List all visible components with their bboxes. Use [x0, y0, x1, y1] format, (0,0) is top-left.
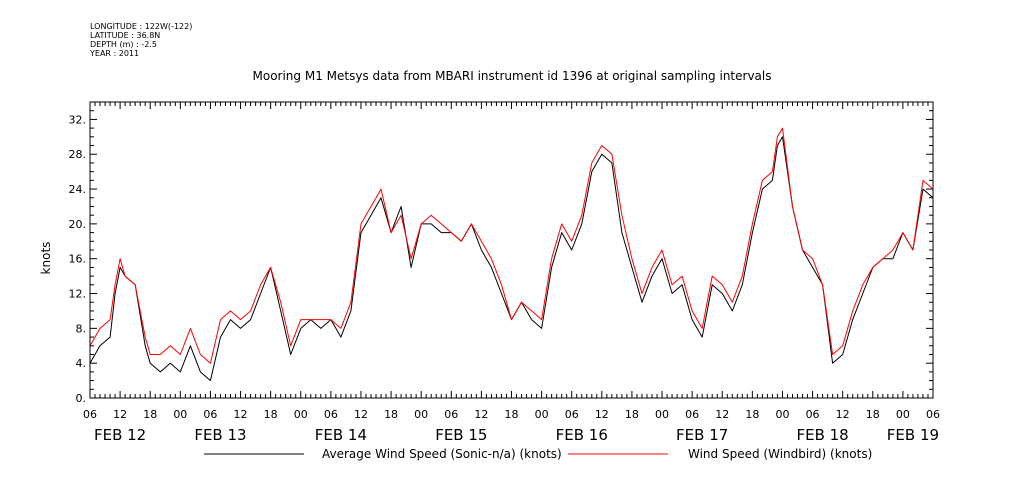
day-label: FEB 13: [194, 426, 246, 444]
y-tick-label: 4.: [76, 357, 87, 370]
legend-label-sonic: Average Wind Speed (Sonic-n/a) (knots): [322, 447, 562, 461]
x-tick-label: 12: [715, 408, 729, 421]
series-line-sonic: [89, 136, 934, 382]
chart-title: Mooring M1 Metsys data from MBARI instru…: [253, 69, 772, 83]
series-layer: [89, 127, 934, 382]
x-tick-label: 12: [836, 408, 850, 421]
series-line-windbird: [89, 127, 934, 364]
y-tick-label: 16.: [69, 253, 87, 266]
y-tick-label: 8.: [76, 322, 87, 335]
x-tick-label: 18: [625, 408, 639, 421]
x-tick-label: 00: [173, 408, 187, 421]
x-tick-label: 06: [685, 408, 699, 421]
x-tick-label: 18: [505, 408, 519, 421]
y-tick-label: 12.: [69, 288, 87, 301]
y-tick-label: 28.: [69, 148, 87, 161]
depth-label: DEPTH (m) : -2.5: [90, 40, 157, 49]
axis-ticks: [89, 101, 934, 399]
day-label: FEB 19: [887, 426, 939, 444]
day-label: FEB 18: [796, 426, 848, 444]
tick-labels: 0. 4. 8. 12. 16. 20. 24. 28. 32. 06 12 18 00 06 12 18 00…: [69, 113, 941, 444]
y-tick-label: 32.: [69, 113, 87, 126]
legend-label-windbird: Wind Speed (Windbird) (knots): [688, 447, 872, 461]
x-tick-label: 00: [775, 408, 789, 421]
x-tick-label: 18: [866, 408, 880, 421]
x-tick-label: 00: [535, 408, 549, 421]
day-label: FEB 16: [556, 426, 608, 444]
legend: Average Wind Speed (Sonic-n/a) (knots) W…: [204, 447, 872, 461]
x-tick-label: 18: [143, 408, 157, 421]
day-label: FEB 15: [435, 426, 487, 444]
y-axis-label: knots: [39, 242, 53, 275]
day-label: FEB 14: [315, 426, 367, 444]
x-tick-label: 06: [565, 408, 579, 421]
x-tick-label: 12: [595, 408, 609, 421]
day-label: FEB 17: [676, 426, 728, 444]
y-tick-label: 24.: [69, 183, 87, 196]
x-tick-label: 12: [113, 408, 127, 421]
x-tick-label: 18: [384, 408, 398, 421]
x-tick-label: 06: [444, 408, 458, 421]
longitude-label: LONGITUDE : 122W(-122): [90, 22, 193, 31]
x-tick-label: 00: [655, 408, 669, 421]
day-label: FEB 12: [94, 426, 146, 444]
x-tick-label: 06: [324, 408, 338, 421]
x-tick-label: 18: [264, 408, 278, 421]
x-tick-label: 06: [203, 408, 217, 421]
plot-frame: [89, 101, 934, 399]
x-tick-label: 00: [294, 408, 308, 421]
x-tick-label: 12: [474, 408, 488, 421]
year-label: YEAR : 2011: [90, 49, 140, 58]
x-tick-label: 06: [83, 408, 97, 421]
x-tick-label: 12: [354, 408, 368, 421]
y-tick-label: 20.: [69, 218, 87, 231]
x-tick-label: 06: [806, 408, 820, 421]
x-tick-label: 06: [926, 408, 940, 421]
latitude-label: LATITUDE : 36.8N: [90, 31, 161, 40]
x-tick-label: 00: [896, 408, 910, 421]
x-tick-label: 18: [745, 408, 759, 421]
x-tick-label: 12: [234, 408, 248, 421]
y-tick-label: 0.: [76, 392, 87, 405]
x-tick-label: 00: [414, 408, 428, 421]
